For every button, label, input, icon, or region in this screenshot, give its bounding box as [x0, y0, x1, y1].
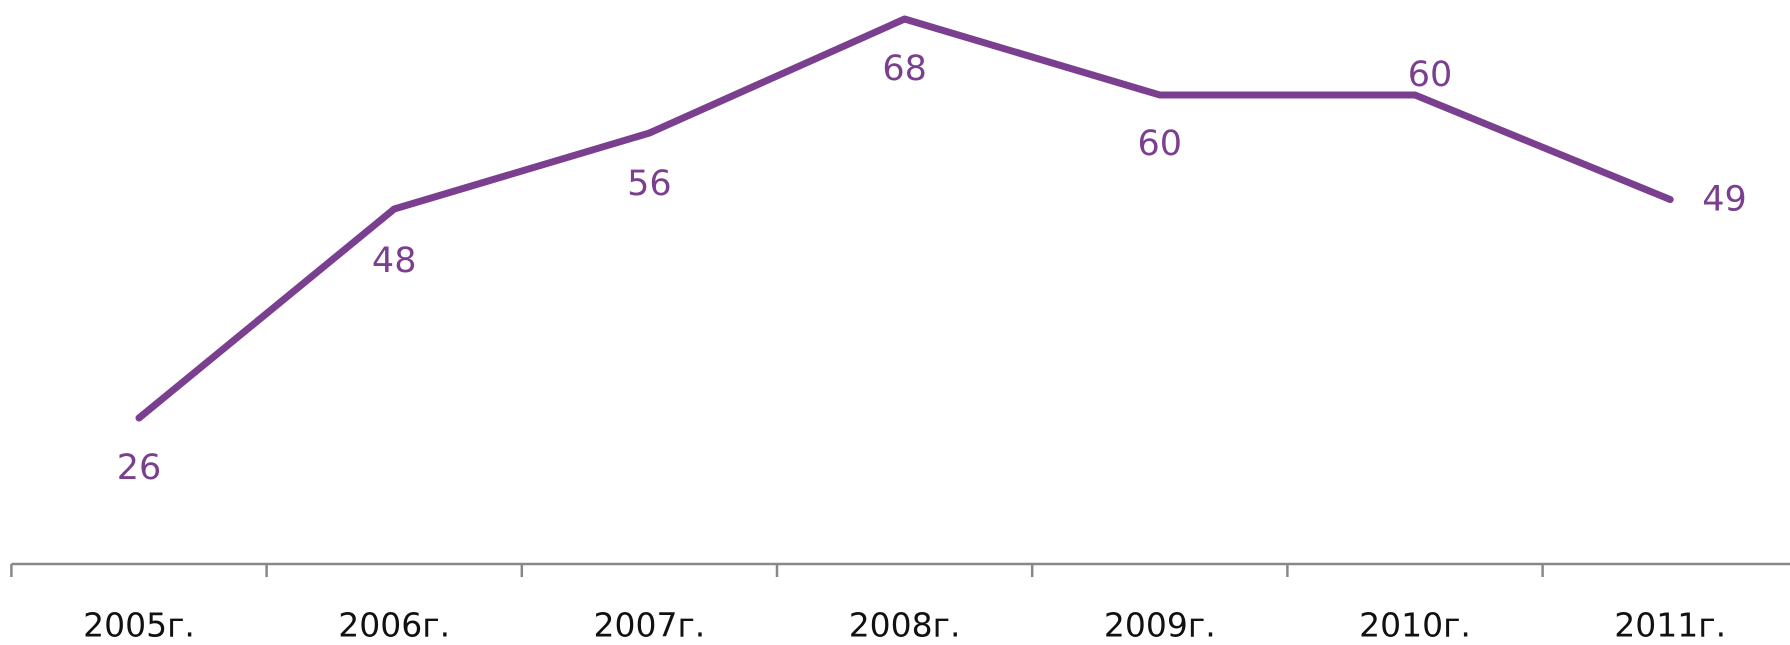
data-label: 68: [882, 49, 927, 89]
data-label: 49: [1702, 180, 1747, 220]
data-label: 56: [627, 164, 672, 204]
data-line: [135, 15, 1674, 422]
x-tick-label: 2005г.: [83, 606, 195, 645]
data-label: 60: [1408, 55, 1453, 95]
data-label: 60: [1138, 124, 1183, 164]
x-tick-label: 2011г.: [1614, 606, 1726, 645]
x-tick-label: 2009г.: [1104, 606, 1216, 645]
x-tick-label: 2010г.: [1359, 606, 1471, 645]
data-label: 26: [117, 448, 162, 488]
x-tick-label: 2007г.: [593, 606, 705, 645]
x-tick-label: 2006г.: [338, 606, 450, 645]
data-label: 48: [372, 241, 417, 281]
x-tick-label: 2008г.: [849, 606, 961, 645]
